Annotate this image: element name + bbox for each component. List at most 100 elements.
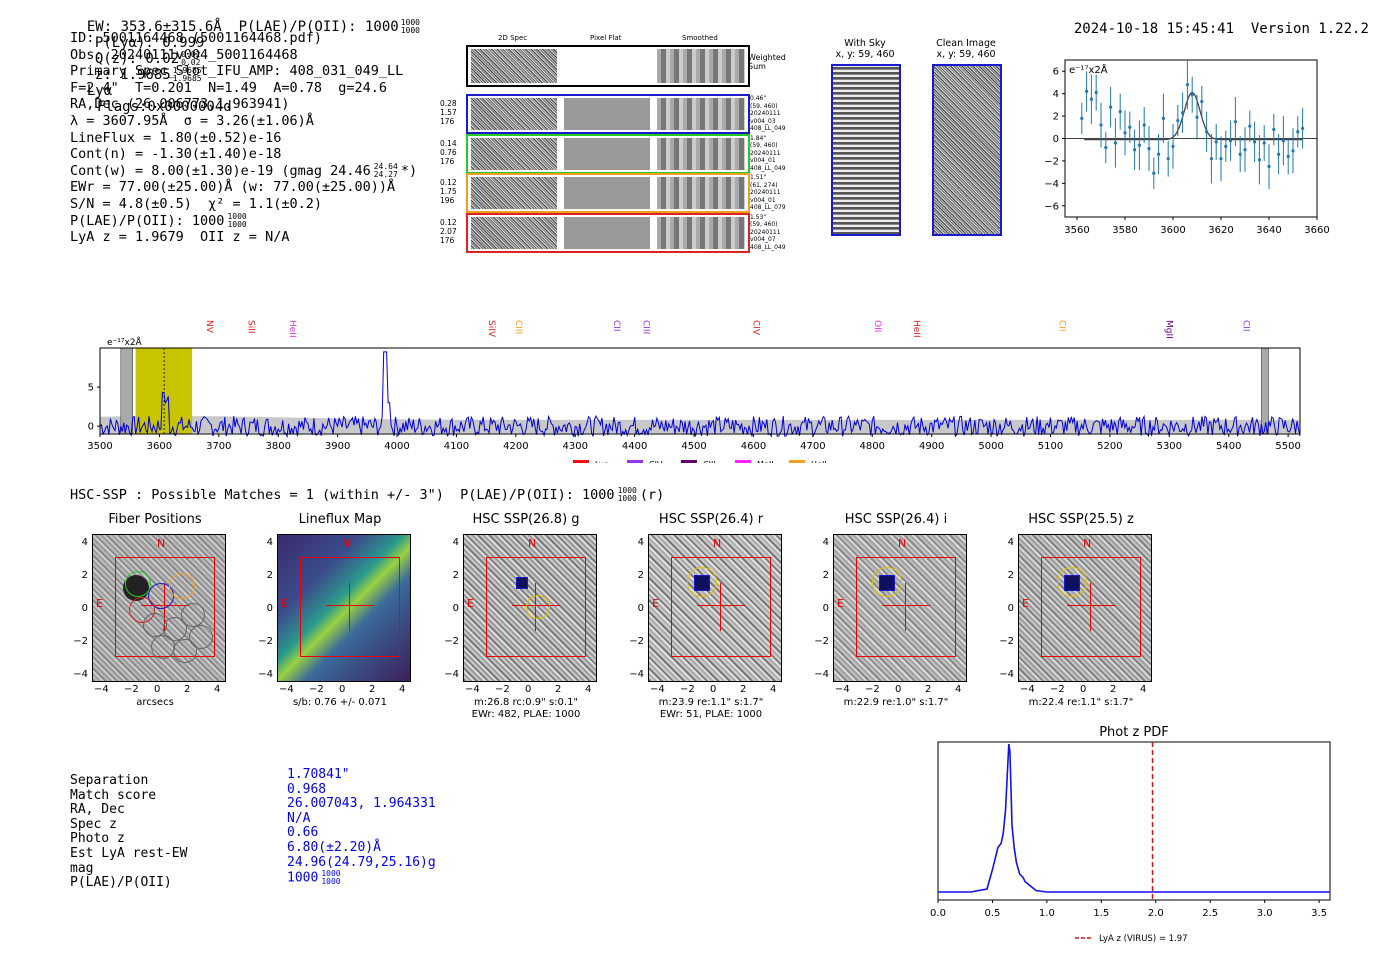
header-plae-sup: 1000	[400, 18, 420, 27]
linefit-point	[1142, 123, 1146, 127]
spec2d-row-left-labels: 0.28 1.57 176	[440, 99, 464, 126]
hsc-ytick-label: 4	[1007, 537, 1014, 548]
hsc-caption-2: EWr: 482, PLAE: 1000	[471, 709, 581, 720]
fullspec-line-label: SiII	[246, 320, 256, 334]
hsc-xtick-label: 4	[399, 684, 406, 695]
linefit-xtick-label: 3580	[1112, 225, 1137, 235]
match-plae-sub: 1000	[321, 877, 341, 887]
photz-pdf-line	[938, 743, 1330, 893]
match-value: N/A	[287, 810, 587, 827]
info-sn: S/N = 4.8(±0.5) χ² = 1.1(±0.2)	[70, 195, 322, 212]
spec2d-row-right-value: 20240111	[750, 189, 781, 197]
hsc-xtick-label: 2	[184, 684, 191, 695]
info-obs: Obs: 20240111v004_5001164468	[70, 46, 298, 63]
linefit-point	[1277, 152, 1281, 156]
linefit-point	[1089, 97, 1093, 101]
linefit-point	[1281, 139, 1285, 143]
hsc-panel-title: HSC SSP(26.8) g	[472, 512, 580, 527]
hsc-caption-2: EWr: 51, PLAE: 1000	[659, 709, 763, 720]
linefit-point	[1296, 130, 1300, 134]
linefit-point	[1137, 143, 1141, 147]
spec2d-row-flat-image	[564, 216, 650, 249]
hsc-ytick-label: −4	[73, 669, 88, 680]
hsc-xtick-label: −2	[309, 684, 324, 695]
spec2d-row-right-value: 20240111	[750, 228, 781, 236]
fullspec-line-label: MgII	[1163, 320, 1173, 339]
hsc-crosshair-h	[1067, 605, 1115, 606]
spec2d-row-right-value: 408_LL_049	[750, 243, 786, 251]
fullspec-xtick-label: 3900	[325, 441, 350, 452]
linefit-point	[1133, 148, 1137, 152]
hsc-xtick-label: 2	[369, 684, 376, 695]
hsc-xticks: −4 −2 0 2 4	[92, 684, 224, 698]
hsc-xtick-label: 0	[339, 684, 346, 695]
spec2d-header-smoothed: Smoothed	[682, 34, 718, 42]
linefit-point	[1128, 125, 1132, 129]
spec2d-row-right-value: v004_01	[750, 157, 776, 165]
hsc-yticks: 4 2 0 −2 −4	[811, 534, 831, 680]
hsc-xtick-label: −4	[279, 684, 294, 695]
hsc-xtick-label: 0	[710, 684, 717, 695]
match-value: 0.968	[287, 782, 587, 798]
header-qz: Q(z): 0.02	[94, 51, 180, 67]
hsc-ytick-label: 4	[81, 537, 88, 548]
hsc-crosshair-v	[1090, 583, 1091, 631]
linefit-point	[1200, 99, 1204, 104]
linefit-point	[1176, 118, 1180, 123]
match-value-text: N/A	[287, 810, 311, 826]
hsc-panel-1: Lineflux Map N E 4 2 0 −2 −4 −4 −2 0 2 4 s/b: 0.76 +/…	[255, 512, 425, 727]
spec2d-row-left-value: 0.14	[440, 138, 457, 148]
linefit-point	[1157, 152, 1161, 156]
hsc-caption-1: arcsecs	[136, 697, 174, 708]
spec2d-row-right-labels: 1.53" (59, 460) 20240111 v004_07 408_LL_049	[750, 214, 800, 252]
linefit-point	[1123, 131, 1127, 135]
linefit-point	[1185, 83, 1189, 87]
hsc-xtick-label: −4	[465, 684, 480, 695]
match-labels: Separation Match score RA, Dec Spec z Photo …	[70, 773, 280, 891]
linefit-point	[1257, 158, 1261, 162]
match-value: 24.96(24.79,25.16)g	[287, 855, 587, 871]
linefit-point	[1118, 109, 1122, 114]
hsc-ytick-label: 2	[266, 570, 273, 581]
header-z-sub: 1.9685	[172, 74, 202, 83]
hsc-ytick-label: −4	[814, 669, 829, 680]
spec2d-row-right-value: 408_LL_049	[750, 164, 786, 172]
linefit-point	[1104, 145, 1108, 150]
match-label: Est LyA rest-EW	[70, 845, 188, 861]
spec2d-row-right-value: (59, 460)	[750, 142, 778, 150]
photz-xtick-label: 1.5	[1093, 908, 1109, 919]
match-value: 6.80(±2.20)Å	[287, 840, 587, 856]
clean-image-title-text: Clean Image	[936, 38, 996, 49]
fullspec-xtick-label: 4200	[503, 441, 528, 452]
spec2d-row-left-value: 0.12	[440, 178, 457, 187]
info-plae-sup: 1000	[227, 211, 247, 221]
hsc-panel-title: Lineflux Map	[298, 512, 382, 527]
fullspec-line-label: OII	[872, 320, 882, 332]
fullspec-spectrum-line	[99, 351, 1301, 439]
spec2d-row-left-value: 0.28	[440, 99, 457, 108]
match-label: Photo z	[70, 831, 125, 847]
linefit-model-curve	[1084, 91, 1303, 141]
hsc-xtick-label: −2	[865, 684, 880, 695]
spec2d-header-2d: 2D Spec	[498, 34, 528, 42]
fullspec-legend-swatch	[735, 460, 751, 463]
hsc-aperture-square	[486, 557, 586, 657]
spec2d-row-right-labels: 0.46" (59, 460) 20240111 v004_03 408_LL_049	[750, 95, 800, 133]
match-value: 26.007043, 1.964331	[287, 796, 587, 812]
fullspec-line-label: SiIV	[486, 320, 496, 338]
fullspec-legend-label: CIV	[649, 460, 663, 463]
hsc-east-label: E	[467, 597, 474, 610]
hsc-xtick-label: 4	[1140, 684, 1147, 695]
header-plya: P(Lyα): 0.999	[94, 35, 205, 51]
spec2d-row-smoothed-image	[657, 137, 745, 170]
fullspec-xtick-label: 4900	[919, 441, 944, 452]
linefit-point	[1272, 127, 1276, 132]
info-lya-z: LyA z = 1.9679 OII z = N/A	[70, 229, 290, 246]
linefit-point	[1262, 141, 1266, 145]
match-label: Separation	[70, 773, 149, 788]
fullspec-xtick-label: 3500	[87, 441, 112, 452]
match-values: 1.70841" 0.968 26.007043, 1.964331 N/A 0.66 6…	[287, 767, 587, 887]
hsc-xtick-label: 2	[925, 684, 932, 695]
linefit-point	[1214, 140, 1218, 144]
